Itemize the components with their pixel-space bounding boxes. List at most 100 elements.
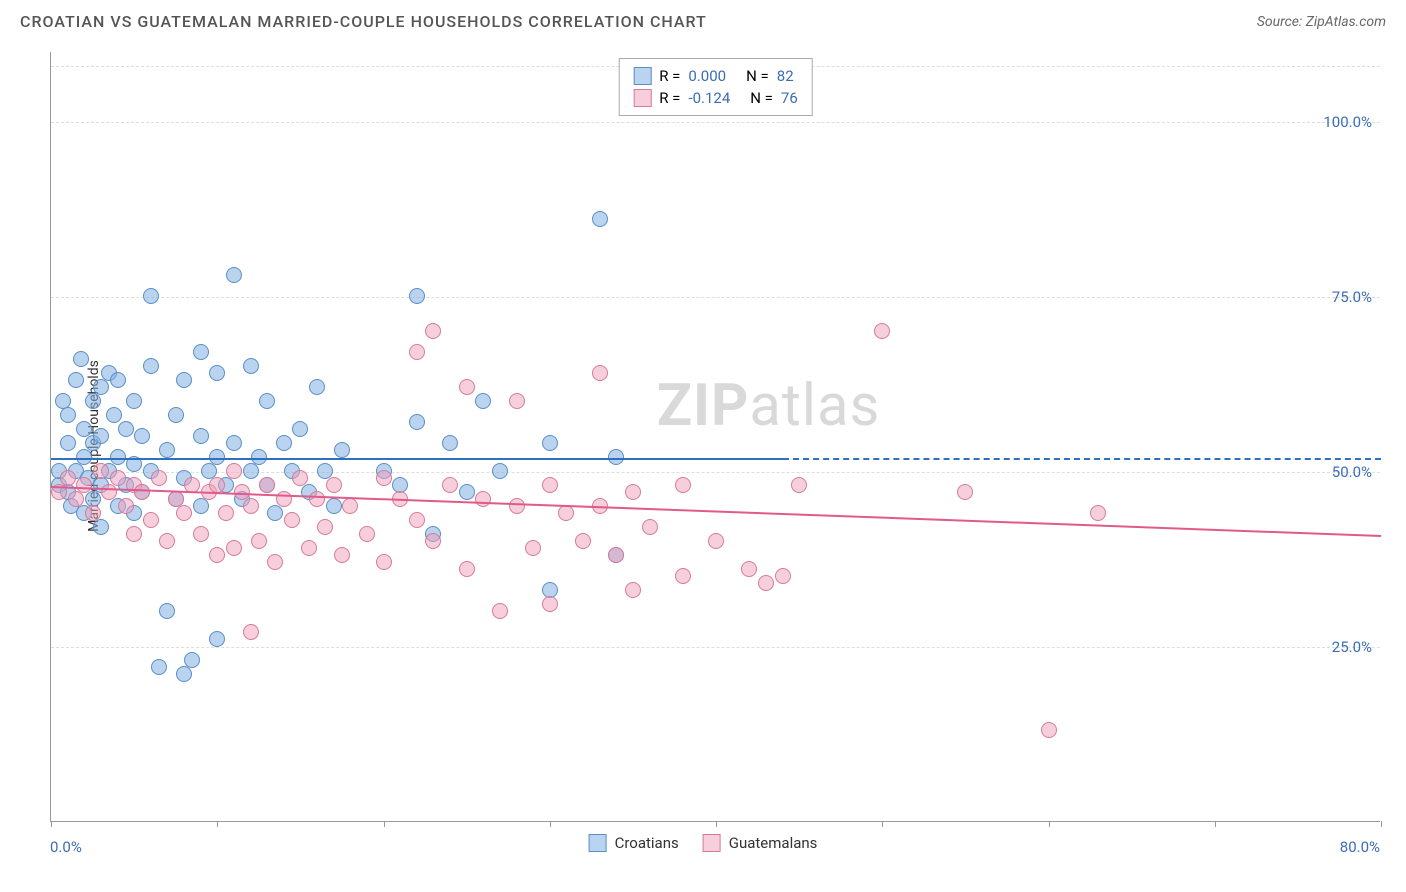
- data-point: [1041, 722, 1057, 738]
- data-point: [93, 519, 109, 535]
- stats-legend: R = 0.000N = 82R = -0.124 N = 76: [618, 58, 813, 116]
- data-point: [209, 631, 225, 647]
- stat-n-value: 82: [777, 67, 794, 85]
- series-legend-label: Croatians: [615, 834, 679, 852]
- data-point: [542, 435, 558, 451]
- data-point: [209, 365, 225, 381]
- data-point: [525, 540, 541, 556]
- stat-n-value: 76: [781, 89, 798, 107]
- y-tick-label: 25.0%: [1332, 638, 1372, 656]
- stat-n-label: N =: [750, 89, 773, 107]
- x-tick: [384, 821, 385, 827]
- data-point: [317, 519, 333, 535]
- data-point: [110, 449, 126, 465]
- data-point: [791, 477, 807, 493]
- data-point: [110, 470, 126, 486]
- data-point: [226, 463, 242, 479]
- data-point: [509, 393, 525, 409]
- data-point: [957, 484, 973, 500]
- data-point: [625, 582, 641, 598]
- data-point: [475, 491, 491, 507]
- data-point: [276, 435, 292, 451]
- data-point: [292, 421, 308, 437]
- data-point: [592, 211, 608, 227]
- data-point: [134, 428, 150, 444]
- data-point: [134, 484, 150, 500]
- data-point: [73, 351, 89, 367]
- x-tick: [1381, 821, 1382, 827]
- data-point: [176, 666, 192, 682]
- data-point: [118, 421, 134, 437]
- data-point: [334, 442, 350, 458]
- data-point: [93, 379, 109, 395]
- series-legend-item: Croatians: [589, 834, 679, 852]
- data-point: [442, 477, 458, 493]
- data-point: [193, 526, 209, 542]
- series-legend-label: Guatemalans: [729, 834, 818, 852]
- gridline: [51, 297, 1380, 298]
- data-point: [226, 435, 242, 451]
- data-point: [675, 568, 691, 584]
- x-tick: [882, 821, 883, 827]
- data-point: [168, 407, 184, 423]
- data-point: [85, 505, 101, 521]
- data-point: [326, 477, 342, 493]
- watermark: ZIPatlas: [657, 372, 881, 440]
- data-point: [93, 463, 109, 479]
- data-point: [126, 393, 142, 409]
- data-point: [492, 603, 508, 619]
- data-point: [209, 449, 225, 465]
- data-point: [758, 575, 774, 591]
- data-point: [642, 519, 658, 535]
- data-point: [284, 512, 300, 528]
- stat-r-label: R =: [659, 67, 680, 85]
- data-point: [151, 659, 167, 675]
- data-point: [326, 498, 342, 514]
- data-point: [68, 491, 84, 507]
- data-point: [425, 323, 441, 339]
- data-point: [409, 288, 425, 304]
- data-point: [243, 463, 259, 479]
- data-point: [259, 393, 275, 409]
- data-point: [184, 652, 200, 668]
- data-point: [143, 288, 159, 304]
- data-point: [176, 372, 192, 388]
- data-point: [193, 428, 209, 444]
- data-point: [1090, 505, 1106, 521]
- chart-title: CROATIAN VS GUATEMALAN MARRIED-COUPLE HO…: [20, 12, 707, 31]
- data-point: [68, 372, 84, 388]
- x-axis-max-label: 80.0%: [1340, 838, 1380, 856]
- data-point: [243, 624, 259, 640]
- data-point: [558, 505, 574, 521]
- data-point: [376, 470, 392, 486]
- data-point: [159, 603, 175, 619]
- data-point: [309, 379, 325, 395]
- data-point: [608, 449, 624, 465]
- data-point: [251, 533, 267, 549]
- data-point: [459, 379, 475, 395]
- legend-swatch: [633, 67, 651, 85]
- data-point: [409, 512, 425, 528]
- trend-line: [51, 458, 783, 460]
- source-attribution: Source: ZipAtlas.com: [1257, 14, 1386, 30]
- data-point: [143, 512, 159, 528]
- data-point: [675, 477, 691, 493]
- data-point: [542, 596, 558, 612]
- gridline: [51, 122, 1380, 123]
- stats-legend-row: R = 0.000N = 82: [633, 65, 798, 87]
- data-point: [741, 561, 757, 577]
- data-point: [575, 533, 591, 549]
- y-tick-label: 75.0%: [1332, 288, 1372, 306]
- data-point: [60, 407, 76, 423]
- stat-r-value: -0.124: [688, 89, 730, 107]
- data-point: [359, 526, 375, 542]
- data-point: [376, 554, 392, 570]
- data-point: [542, 477, 558, 493]
- data-point: [292, 470, 308, 486]
- data-point: [492, 463, 508, 479]
- data-point: [267, 554, 283, 570]
- data-point: [159, 442, 175, 458]
- data-point: [309, 491, 325, 507]
- trend-line-dash: [783, 458, 1382, 460]
- data-point: [334, 547, 350, 563]
